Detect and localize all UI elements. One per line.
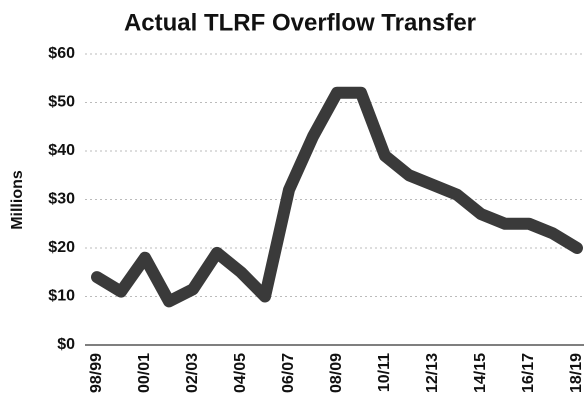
y-tick-label: $60 — [48, 45, 75, 62]
chart-title: Actual TLRF Overflow Transfer — [124, 9, 476, 36]
y-tick-label: $10 — [48, 288, 75, 305]
y-tick-label: $20 — [48, 239, 75, 256]
x-tick-label: 08/09 — [328, 353, 345, 393]
y-tick-label: $0 — [57, 336, 75, 353]
data-line — [91, 86, 583, 308]
y-axis-label: Millions — [9, 170, 26, 230]
y-tick-label: $50 — [48, 94, 75, 111]
x-tick-label: 00/01 — [136, 353, 153, 393]
x-tick-label: 18/19 — [568, 353, 584, 393]
x-tick-label: 14/15 — [472, 353, 489, 393]
y-tick-label: $30 — [48, 191, 75, 208]
x-tick-label: 02/03 — [184, 353, 201, 393]
x-tick-label: 16/17 — [520, 353, 537, 393]
x-tick-label: 98/99 — [88, 353, 105, 393]
x-tick-label: 12/13 — [424, 353, 441, 393]
y-tick-label: $40 — [48, 142, 75, 159]
x-tick-label: 06/07 — [280, 353, 297, 393]
x-tick-label: 10/11 — [376, 353, 393, 392]
x-tick-label: 04/05 — [232, 353, 249, 393]
